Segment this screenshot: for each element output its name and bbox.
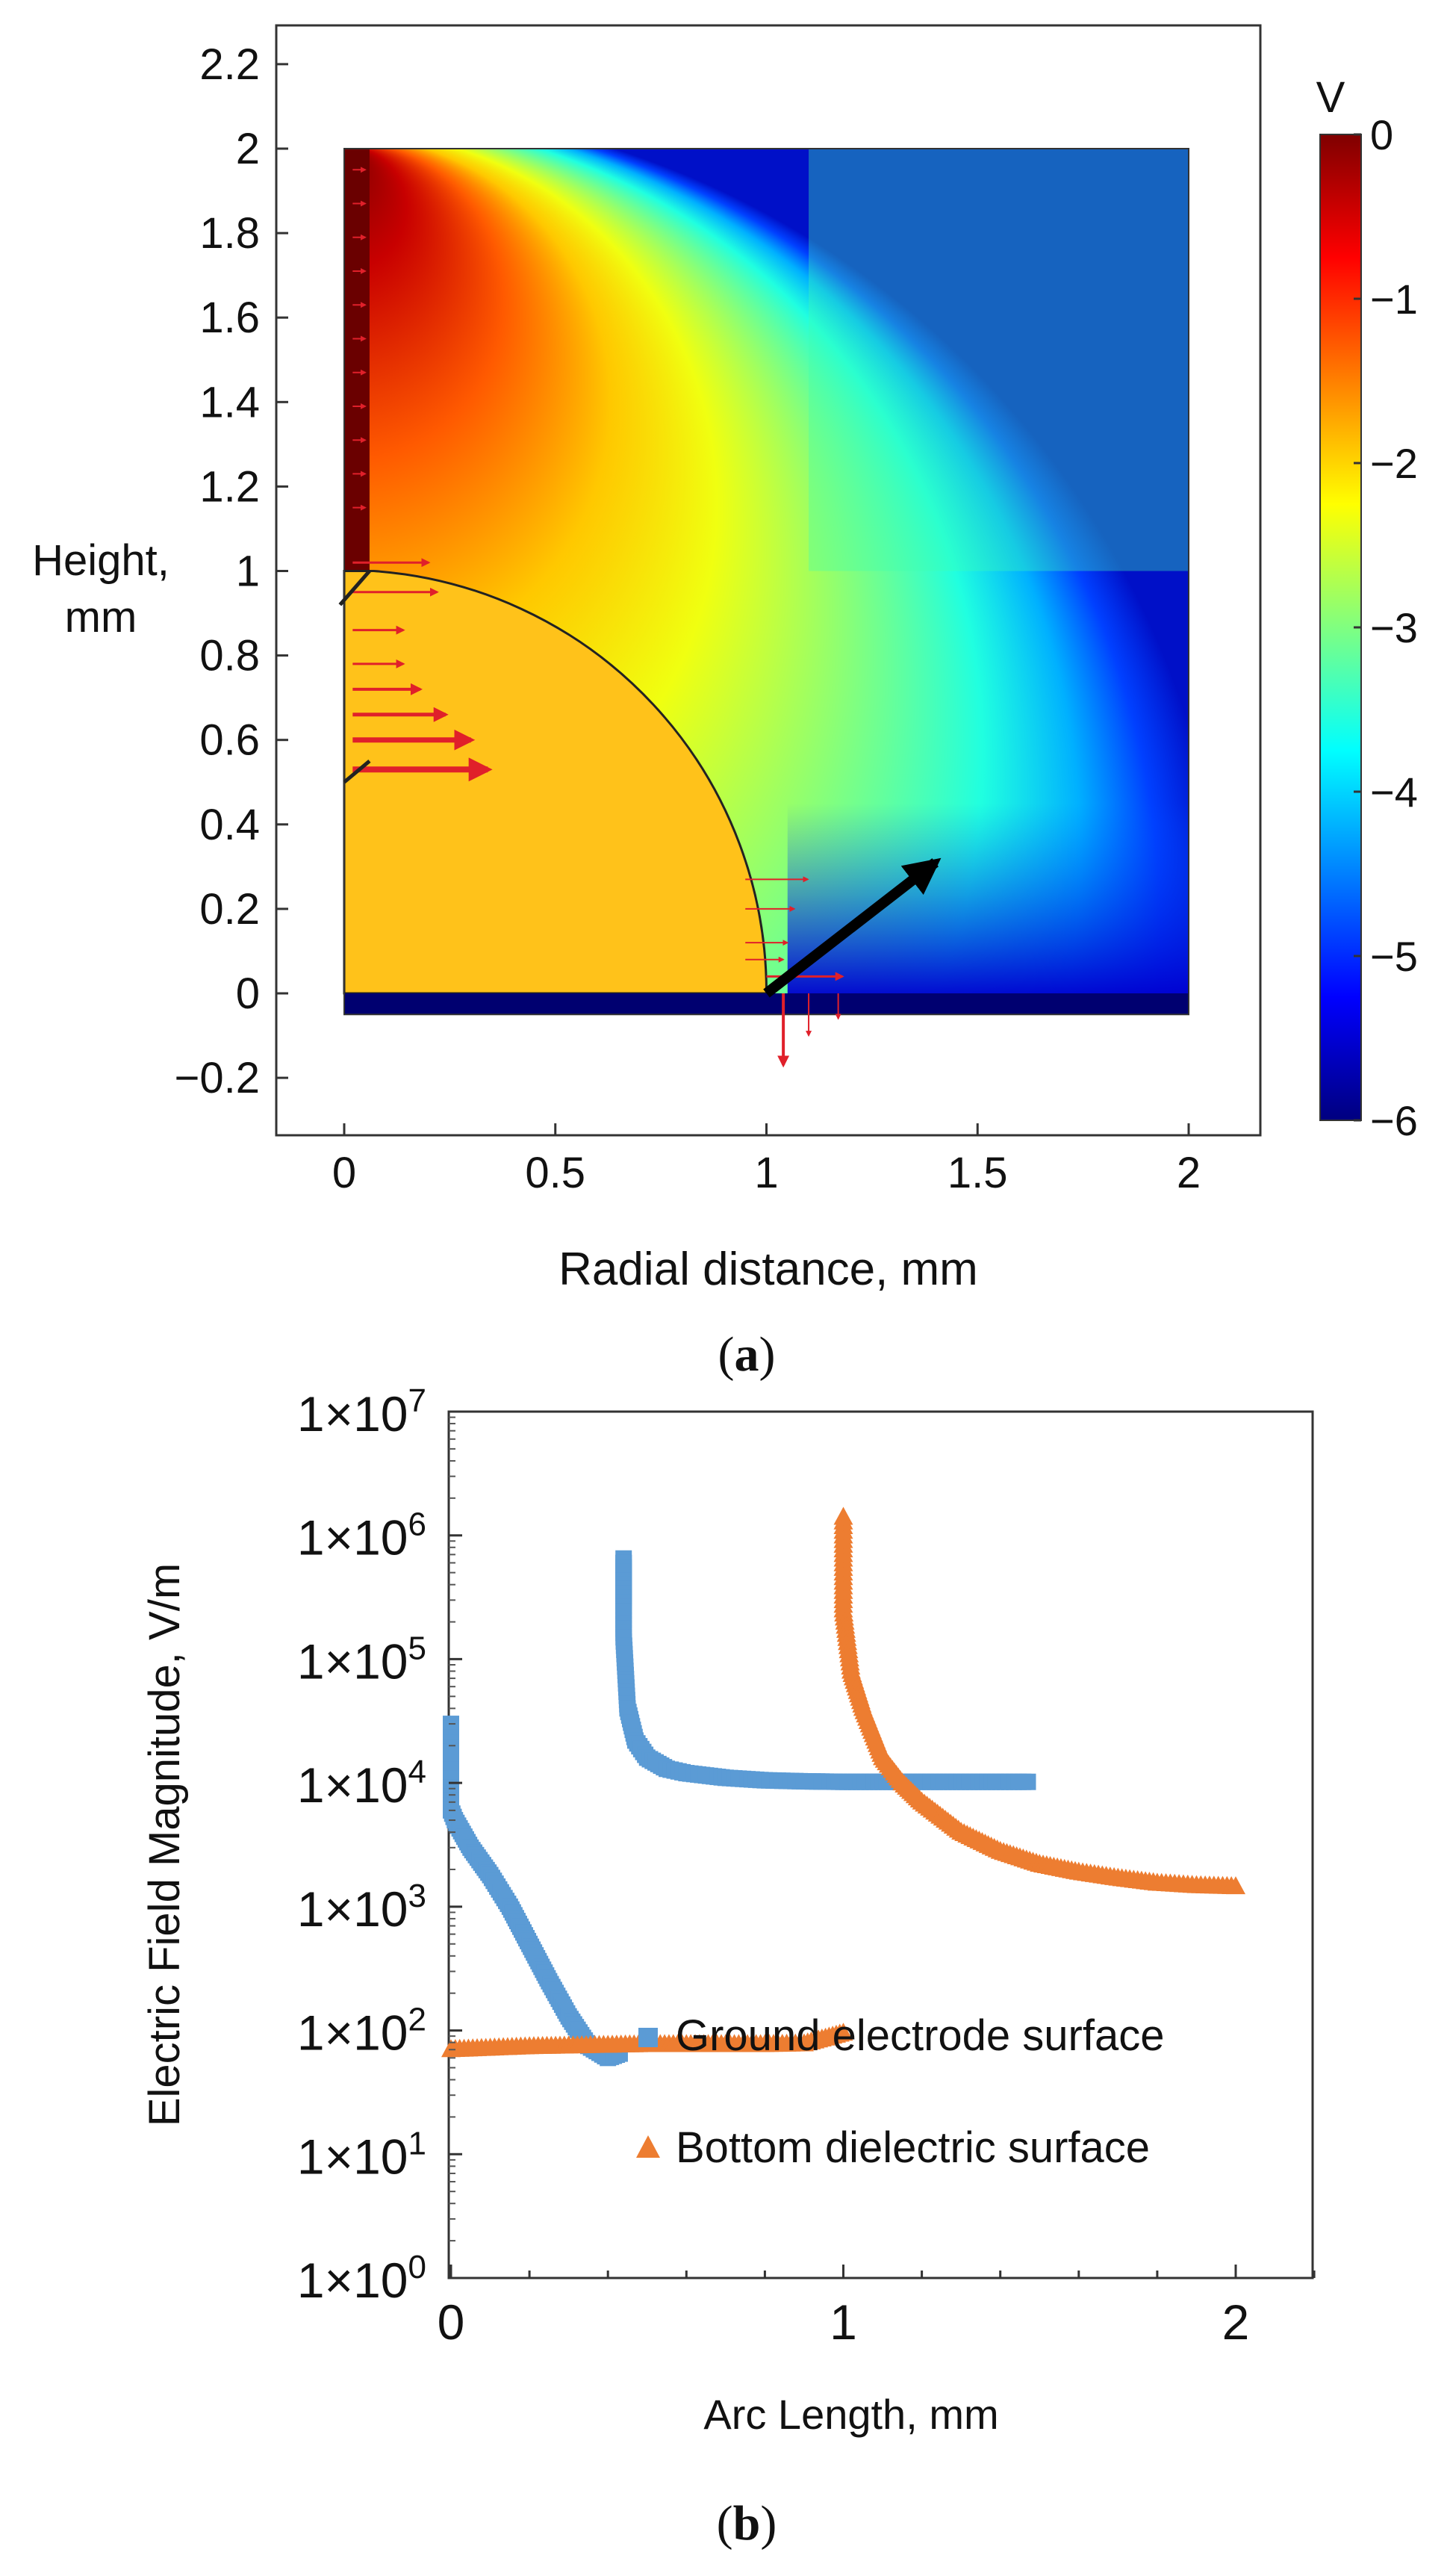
panel-caption-b: (b) <box>717 2496 777 2551</box>
y-axis-ticks-b: 1×107 1×106 1×105 1×104 1×103 1×102 1×101 1×100 <box>297 1382 462 2308</box>
y-tick-label-b: 1×103 <box>297 1878 426 1937</box>
dominant-field-arrow <box>763 857 942 998</box>
x-tick-label-a: 1.5 <box>948 1149 1008 1197</box>
x-tick-label-a: 1 <box>754 1149 778 1197</box>
legend-label: Bottom dielectric surface <box>676 2123 1150 2172</box>
y-tick-label-a: 0.6 <box>199 716 260 765</box>
x-tick-label-b: 2 <box>1222 2294 1250 2350</box>
y-axis-ticks-a: −0.2 0 0.2 0.4 0.6 0.8 1 1.2 1.4 1.6 1.8 2 2.2 <box>175 40 288 1102</box>
point-dielectric <box>1226 1876 1245 1895</box>
potential-field <box>343 148 1189 1016</box>
x-axis-ticks-a: 0 0.5 1 1.5 2 <box>332 1123 1201 1197</box>
electrode-region <box>343 570 768 995</box>
y-tick-label-b: 1×100 <box>297 2249 426 2308</box>
legend: Ground electrode surface Bottom dielectri… <box>636 2011 1164 2172</box>
y-tick-label-b: 1×104 <box>297 1754 426 1813</box>
legend-marker-triangle <box>636 2135 660 2158</box>
electrode-tip-mark <box>338 569 371 606</box>
point-ground <box>1019 1773 1036 1790</box>
plot-frame-b <box>447 1410 1314 2279</box>
y-tick-label-a: 2.2 <box>199 40 260 89</box>
y-tick-label-a: 1.8 <box>199 209 260 258</box>
panel-caption-a: (a) <box>718 1327 776 1382</box>
y-tick-label-a: −0.2 <box>175 1054 261 1102</box>
colorbar-tick-label: −6 <box>1370 1097 1418 1144</box>
legend-label: Ground electrode surface <box>676 2011 1164 2060</box>
domain-outline <box>343 148 1189 1016</box>
field-upper-right <box>809 149 1189 571</box>
x-tick-label-a: 0 <box>332 1149 356 1197</box>
y-tick-label-a: 1.2 <box>199 462 260 511</box>
y-tick-label-a: 1 <box>236 547 260 596</box>
y-tick-label-b: 1×105 <box>297 1630 426 1689</box>
x-axis-label-a: Radial distance, mm <box>558 1244 978 1295</box>
y-tick-label-a: 0 <box>236 969 260 1018</box>
colorbar-tick-label: −1 <box>1370 276 1418 323</box>
ground-plane <box>344 993 1189 1015</box>
x-axis-ticks-b: 0 1 2 <box>438 2265 1316 2350</box>
y-axis-label-b: Electric Field Magnitude, V/m <box>140 1563 189 2126</box>
x-tick-label-b: 1 <box>830 2294 857 2350</box>
scatter-series <box>441 1506 1245 2067</box>
x-tick-label-b: 0 <box>438 2294 465 2350</box>
point-dielectric <box>833 2023 853 2041</box>
y-tick-label-a: 2 <box>236 125 260 173</box>
x-tick-label-a: 2 <box>1177 1149 1201 1197</box>
colorbar-tick-label: −5 <box>1370 933 1418 980</box>
colorbar: V0 −1 −2 −3 −4 −5 −6 <box>1316 73 1418 1144</box>
x-tick-label-a: 0.5 <box>525 1149 585 1197</box>
field-lower-right <box>787 803 1189 993</box>
x-axis-label-b: Arc Length, mm <box>703 2391 998 2438</box>
colorbar-tick-label: −3 <box>1370 604 1418 651</box>
colorbar-unit: V <box>1316 73 1345 122</box>
legend-marker-square <box>638 2028 658 2047</box>
y-axis-label-a: Height, mm <box>32 536 169 642</box>
y-tick-label-a: 0.8 <box>199 632 260 680</box>
colorbar-tick-label: 0 <box>1370 111 1393 158</box>
y-tick-label-b: 1×101 <box>297 2125 426 2184</box>
colorbar-tick-label: −2 <box>1370 440 1418 487</box>
y-tick-label-b: 1×102 <box>297 2002 426 2061</box>
colorbar-tick-label: −4 <box>1370 769 1418 816</box>
y-tick-label-a: 0.4 <box>199 801 260 849</box>
electrode-tip-mark <box>343 760 371 784</box>
y-tick-label-b: 1×107 <box>297 1382 426 1441</box>
y-tick-label-a: 1.4 <box>199 378 260 426</box>
field-arrows <box>338 167 942 1068</box>
y-tick-label-b: 1×106 <box>297 1506 426 1565</box>
y-tick-label-a: 1.6 <box>199 294 260 342</box>
series-bottom-dielectric <box>441 1506 1245 2058</box>
panel-a: 0 0.5 1 1.5 2 −0.2 0 0.2 0.4 0.6 0.8 1 1.2 1.4 1.6 1.8… <box>32 24 1418 1382</box>
y-tick-label-a: 0.2 <box>199 885 260 934</box>
